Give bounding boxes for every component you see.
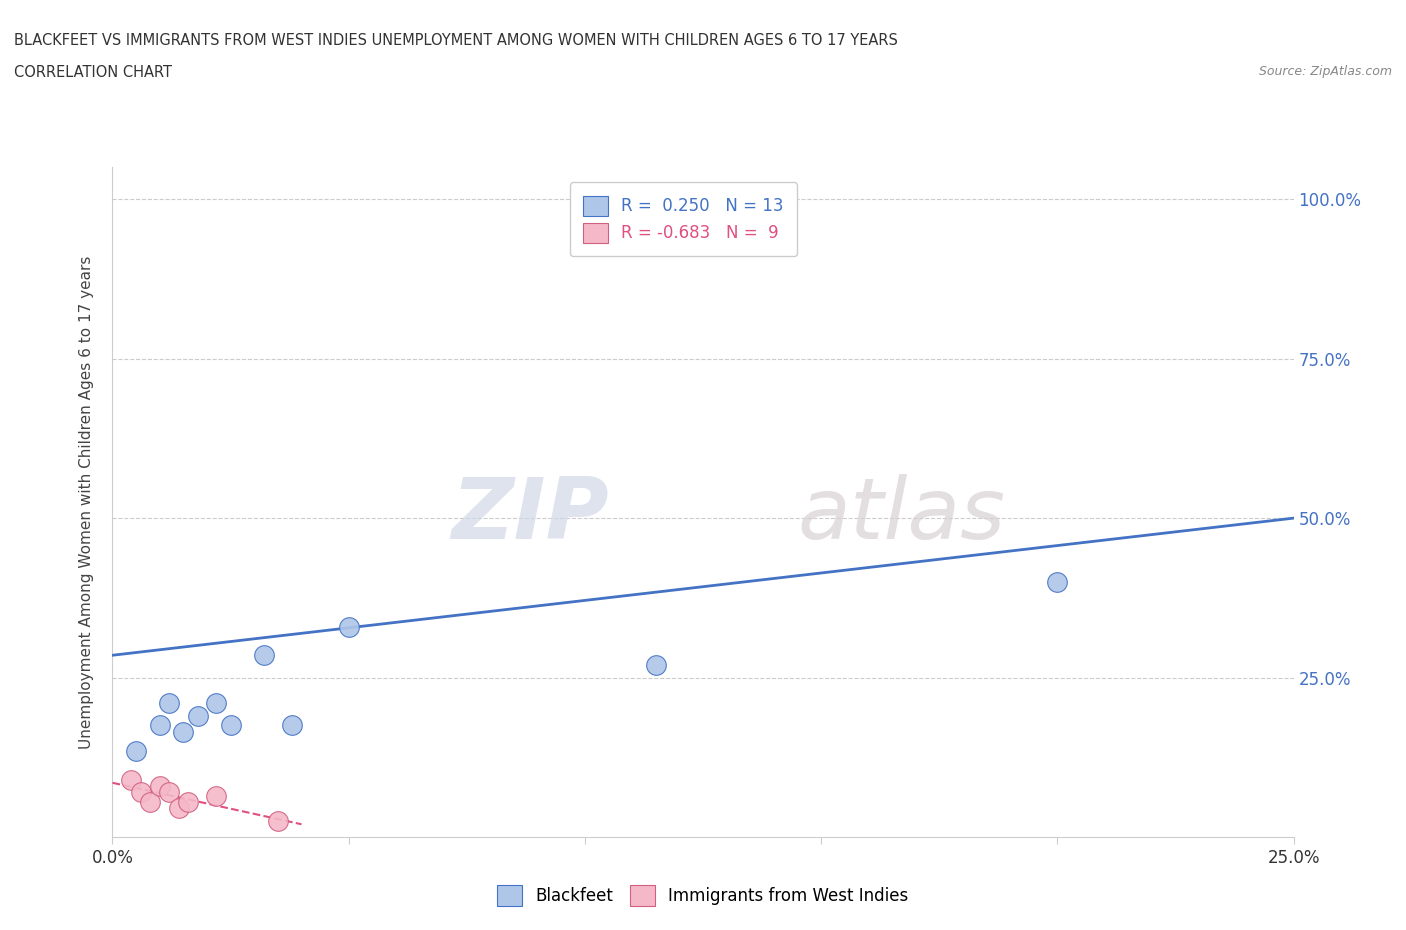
Point: [149, 718, 172, 733]
Y-axis label: Unemployment Among Women with Children Ages 6 to 17 years: Unemployment Among Women with Children A…: [79, 256, 94, 749]
Text: CORRELATION CHART: CORRELATION CHART: [14, 65, 172, 80]
Point: [172, 724, 194, 739]
Point: [177, 794, 200, 809]
Point: [205, 696, 228, 711]
Point: [149, 778, 172, 793]
Point: [1046, 575, 1069, 590]
Point: [139, 794, 162, 809]
Point: [253, 648, 276, 663]
Text: Source: ZipAtlas.com: Source: ZipAtlas.com: [1258, 65, 1392, 78]
Text: BLACKFEET VS IMMIGRANTS FROM WEST INDIES UNEMPLOYMENT AMONG WOMEN WITH CHILDREN : BLACKFEET VS IMMIGRANTS FROM WEST INDIES…: [14, 33, 898, 47]
Point: [337, 619, 360, 634]
Point: [186, 709, 208, 724]
Text: ZIP: ZIP: [451, 474, 609, 557]
Point: [205, 788, 228, 803]
Point: [219, 718, 242, 733]
Point: [125, 743, 148, 758]
Legend: Blackfeet, Immigrants from West Indies: Blackfeet, Immigrants from West Indies: [491, 879, 915, 912]
Point: [167, 801, 190, 816]
Text: atlas: atlas: [797, 474, 1005, 557]
Point: [281, 718, 304, 733]
Point: [120, 772, 142, 787]
Point: [267, 814, 290, 829]
Point: [644, 658, 666, 672]
Legend: R =  0.250   N = 13, R = -0.683   N =  9: R = 0.250 N = 13, R = -0.683 N = 9: [569, 182, 797, 257]
Point: [157, 696, 180, 711]
Point: [157, 785, 180, 800]
Point: [129, 785, 152, 800]
